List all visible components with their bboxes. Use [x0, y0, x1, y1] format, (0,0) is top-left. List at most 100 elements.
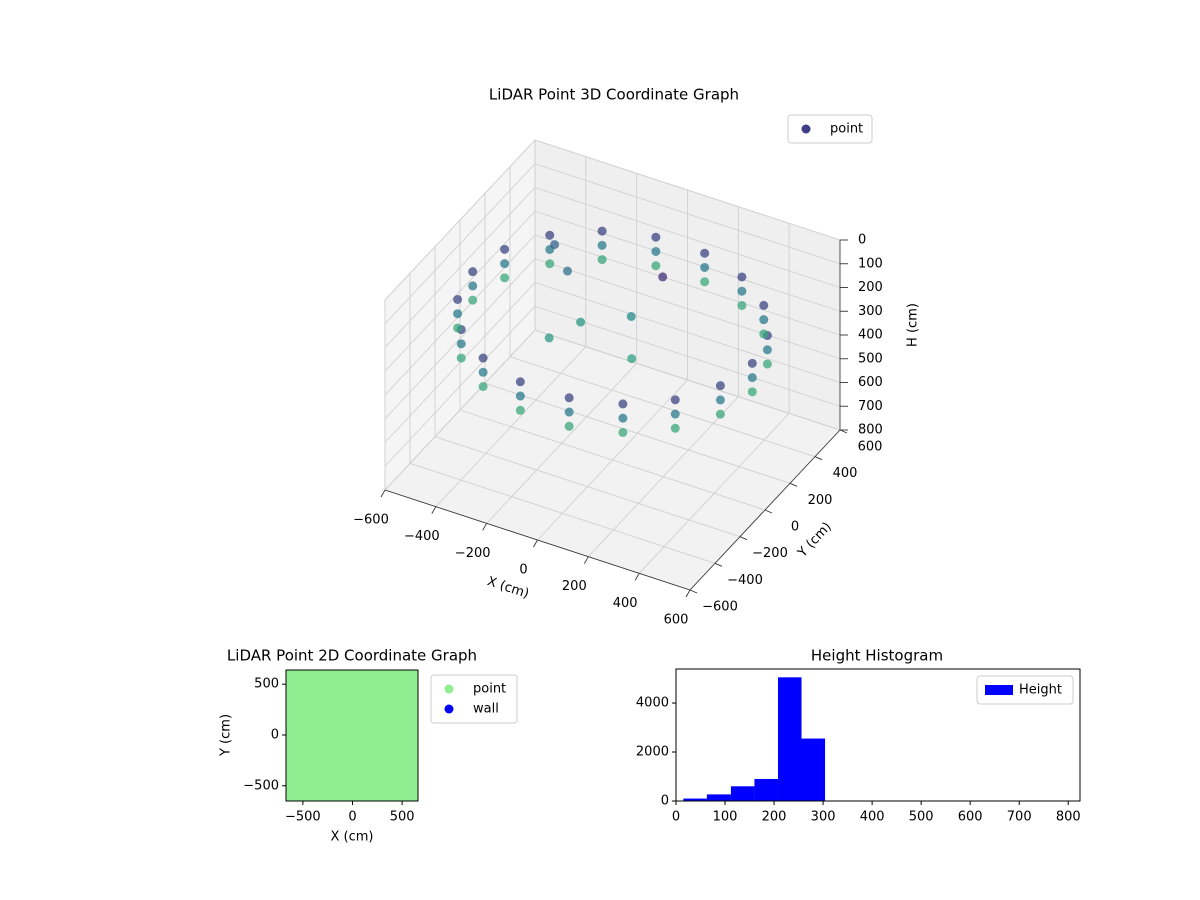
point — [515, 405, 525, 415]
bar — [777, 677, 802, 801]
grid-line — [534, 139, 841, 241]
chart-title: Height Histogram — [811, 647, 943, 665]
tick-mark — [714, 562, 723, 567]
point — [737, 286, 747, 296]
y-tick-label: 600 — [858, 440, 883, 455]
grid-line — [459, 409, 766, 511]
grid-line — [534, 187, 841, 288]
point — [700, 248, 710, 258]
point — [468, 267, 478, 277]
grid-line — [534, 258, 841, 360]
point — [453, 323, 463, 333]
y-tick-label: −200 — [752, 546, 788, 561]
x-tick-label: 300 — [811, 810, 836, 825]
grid-line — [384, 163, 536, 325]
legend-marker — [444, 684, 454, 694]
y-tick-label: 500 — [254, 677, 279, 692]
grid-line — [484, 382, 791, 484]
legend-label: point — [830, 122, 863, 137]
grid-line — [384, 329, 536, 491]
grid-line — [409, 462, 716, 564]
y-tick-label: 200 — [808, 493, 833, 508]
x-tick-label: 600 — [664, 613, 689, 628]
x-axis-label: X (cm) — [331, 830, 374, 845]
y-tick-label: 2000 — [636, 745, 669, 760]
point — [576, 317, 586, 327]
point — [597, 255, 607, 265]
x-tick-label: 800 — [1056, 810, 1081, 825]
point — [500, 273, 510, 283]
point — [362, 713, 418, 794]
grid-line — [534, 305, 841, 407]
legend-box — [787, 114, 873, 144]
y-tick-label: 0 — [661, 794, 669, 809]
point — [478, 353, 488, 363]
grid-line — [534, 282, 841, 383]
tick-mark — [764, 509, 773, 514]
x-tick-label: 700 — [1007, 810, 1032, 825]
legend-marker — [444, 704, 454, 714]
point — [453, 294, 463, 304]
z-tick-label: 700 — [858, 399, 883, 414]
x-tick-label: 500 — [909, 810, 934, 825]
tick-mark — [380, 489, 386, 498]
z-tick-label: 100 — [858, 256, 883, 271]
point — [563, 266, 572, 276]
grid-line — [534, 329, 841, 431]
grid-line — [534, 210, 841, 312]
point — [456, 353, 466, 363]
x-tick-label: 200 — [762, 810, 787, 825]
z-tick-label: 500 — [858, 351, 883, 366]
point — [651, 246, 661, 256]
point — [618, 399, 628, 409]
z-tick-label: 0 — [858, 233, 866, 248]
y-tick-label: 4000 — [636, 696, 669, 711]
bar — [754, 778, 778, 801]
z-tick-label: 800 — [858, 423, 883, 438]
legend-box — [976, 675, 1074, 705]
point — [700, 262, 710, 272]
point — [762, 359, 772, 369]
legend-marker — [801, 124, 811, 134]
grid-line — [384, 187, 536, 348]
tick-mark — [482, 523, 488, 531]
bar — [730, 786, 755, 801]
z-tick-label: 300 — [858, 304, 883, 319]
y-tick-label: 400 — [833, 466, 858, 481]
point — [670, 395, 680, 405]
point — [456, 339, 466, 349]
point — [564, 407, 574, 417]
point — [700, 277, 710, 287]
point — [747, 373, 757, 383]
grid-line — [534, 234, 841, 336]
point — [515, 377, 525, 387]
point — [670, 423, 680, 433]
y-tick-label: −600 — [702, 600, 738, 615]
z-tick-label: 600 — [858, 375, 883, 390]
point — [651, 261, 661, 271]
point — [627, 354, 637, 364]
x-tick-label: −200 — [455, 546, 491, 561]
point — [658, 272, 668, 282]
z-tick-label: 400 — [858, 328, 883, 343]
tick-mark — [533, 539, 538, 548]
point — [597, 226, 607, 236]
axis-line — [384, 489, 691, 591]
tick-mark — [685, 589, 691, 598]
tick-mark — [634, 573, 640, 581]
y-axis-label: Y (cm) — [219, 714, 234, 757]
tick-mark — [583, 556, 589, 564]
point — [759, 329, 769, 339]
point — [478, 382, 488, 392]
y-tick-label: 0 — [791, 520, 799, 535]
point — [747, 358, 757, 368]
x-tick-label: 0 — [672, 810, 680, 825]
tick-mark — [689, 589, 698, 594]
x-tick-label: 0 — [519, 563, 527, 578]
chart-title: LiDAR Point 3D Coordinate Graph — [489, 86, 739, 104]
axis-line — [689, 429, 841, 591]
point — [453, 309, 463, 319]
point — [564, 393, 574, 403]
z-axis-label: H (cm) — [906, 303, 921, 347]
point — [564, 421, 574, 431]
